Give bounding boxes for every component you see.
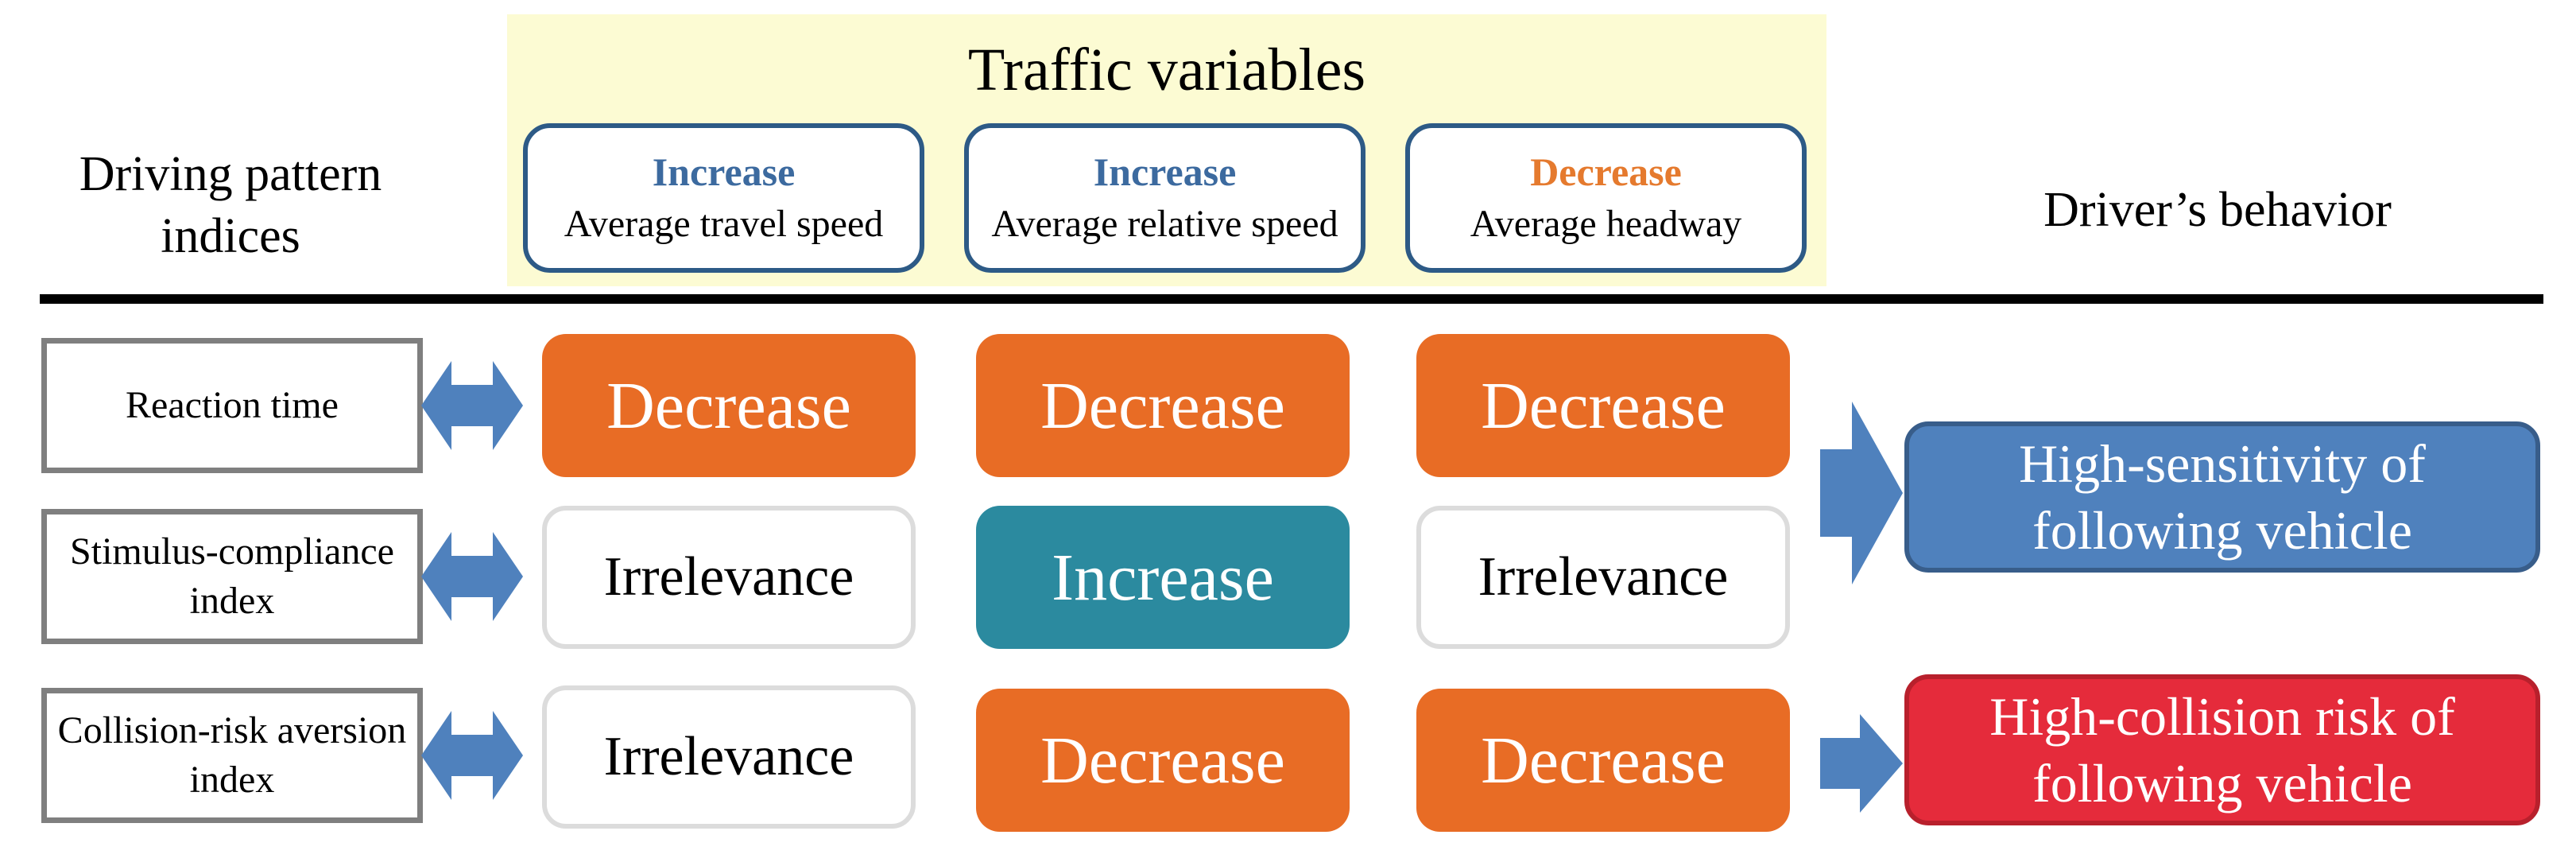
- cell-collision-travel-speed: Irrelevance: [542, 685, 916, 829]
- cell-stimulus-headway: Irrelevance: [1416, 506, 1790, 649]
- right-arrow-icon: [1820, 714, 1903, 813]
- drivers-behavior-heading: Driver’s behavior: [2043, 183, 2392, 237]
- behavior-high-sensitivity: High-sensitivity of following vehicle: [1904, 421, 2540, 573]
- cell-reaction-headway: Decrease: [1416, 334, 1790, 477]
- double-headed-arrow-icon: [421, 711, 523, 800]
- variable-label: Average travel speed: [564, 203, 884, 245]
- driving-pattern-heading: Driving pattern indices: [48, 143, 413, 267]
- index-stimulus-compliance: Stimulus-compliance index: [41, 509, 423, 644]
- behavior-high-collision-risk: High-collision risk of following vehicle: [1904, 674, 2540, 825]
- variable-box-headway: Decrease Average headway: [1405, 123, 1807, 273]
- driving-pattern-heading-text: Driving pattern indices: [79, 147, 382, 263]
- cell-reaction-relative-speed: Decrease: [976, 334, 1350, 477]
- double-headed-arrow-icon: [421, 532, 523, 621]
- variable-direction: Increase: [1093, 149, 1237, 194]
- variable-box-relative-speed: Increase Average relative speed: [964, 123, 1365, 273]
- index-collision-risk: Collision-risk aversion index: [41, 688, 423, 823]
- right-arrow-icon: [1820, 402, 1903, 584]
- cell-stimulus-travel-speed: Irrelevance: [542, 506, 916, 649]
- double-headed-arrow-icon: [421, 361, 523, 450]
- index-reaction-time: Reaction time: [41, 338, 423, 473]
- cell-collision-relative-speed: Decrease: [976, 689, 1350, 832]
- variable-label: Average headway: [1470, 203, 1742, 245]
- cell-reaction-travel-speed: Decrease: [542, 334, 916, 477]
- cell-stimulus-relative-speed: Increase: [976, 506, 1350, 649]
- variable-direction: Increase: [652, 149, 796, 194]
- cell-collision-headway: Decrease: [1416, 689, 1790, 832]
- variable-label: Average relative speed: [991, 203, 1338, 245]
- header-divider: [40, 294, 2543, 304]
- variable-direction: Decrease: [1530, 149, 1682, 194]
- panel-title: Traffic variables: [967, 37, 1366, 103]
- variable-box-travel-speed: Increase Average travel speed: [523, 123, 924, 273]
